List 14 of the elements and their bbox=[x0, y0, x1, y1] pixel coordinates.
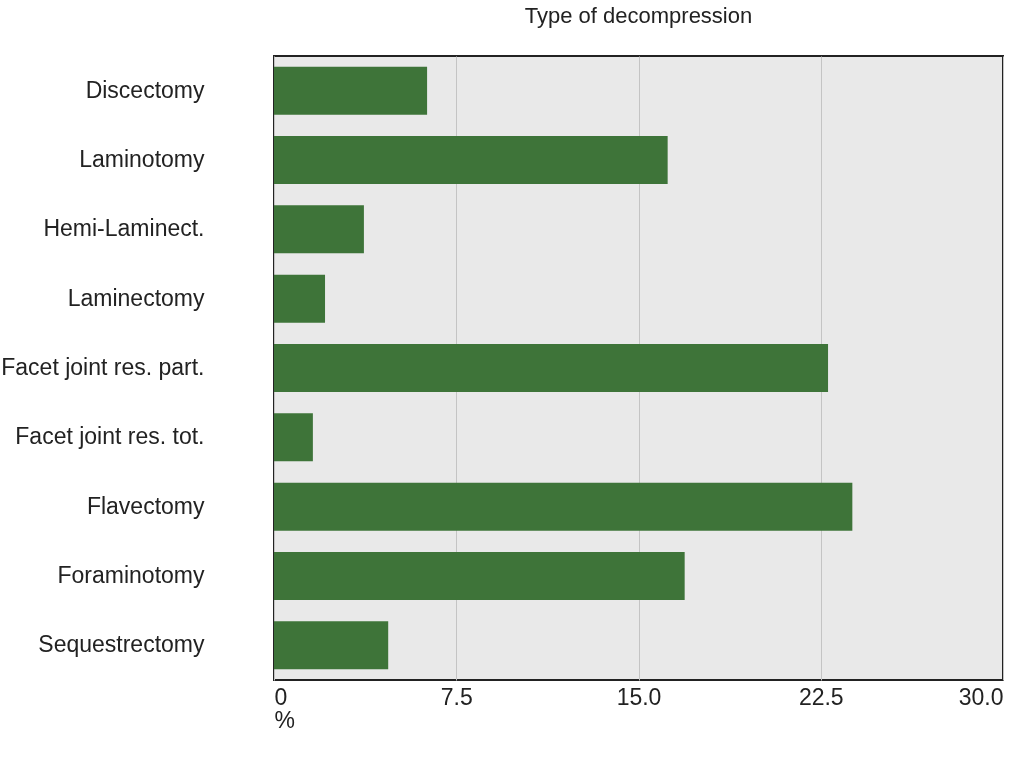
y-tick-label: Laminectomy bbox=[67, 284, 205, 311]
y-tick-label: Sequestrectomy bbox=[38, 631, 205, 658]
y-tick-label: Foraminotomy bbox=[57, 562, 205, 588]
y-tick-label: Facet joint res. part. bbox=[1, 354, 205, 380]
y-tick-label: Hemi-Laminect. bbox=[43, 215, 205, 242]
y-tick-label: Laminotomy bbox=[79, 146, 205, 172]
y-tick-label: Flavectomy bbox=[86, 492, 205, 519]
x-tick-label: 30.0 bbox=[958, 683, 1004, 710]
chart-title: Type of decompression bbox=[524, 3, 753, 28]
y-tick-label: Discectomy bbox=[85, 76, 205, 103]
x-tick-label: 15.0 bbox=[616, 683, 662, 710]
x-tick-label: 7.5 bbox=[440, 683, 473, 710]
y-tick-label: Facet joint res. tot. bbox=[15, 423, 205, 450]
x-tick-label: 22.5 bbox=[798, 683, 844, 710]
